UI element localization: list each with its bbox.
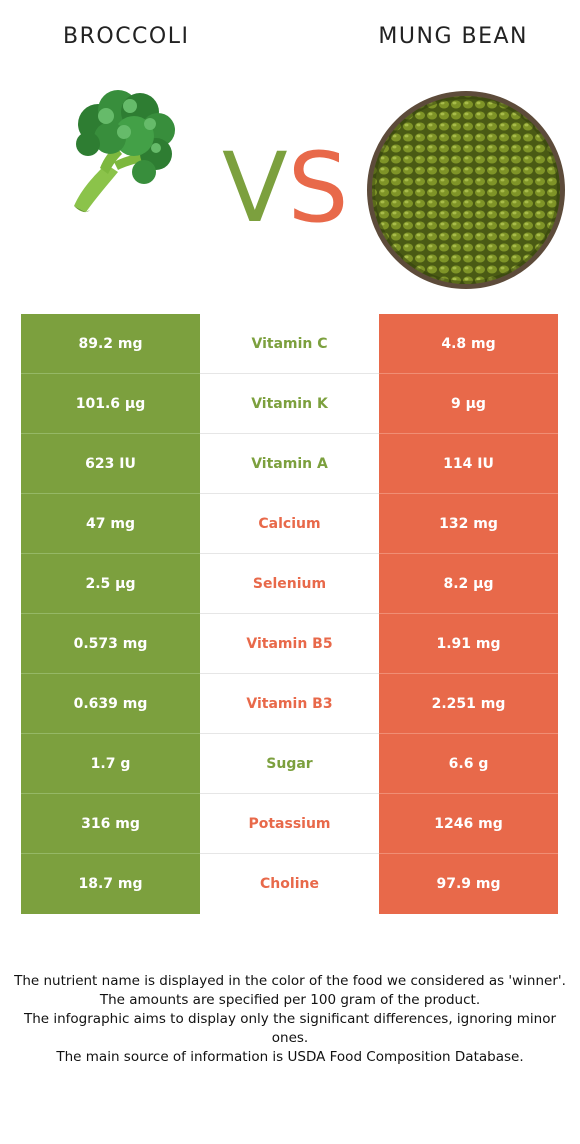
- nutrient-name: Vitamin B5: [200, 614, 379, 674]
- nutrient-name: Vitamin A: [200, 434, 379, 494]
- broccoli-icon: [74, 90, 175, 213]
- broccoli-value: 101.6 µg: [21, 374, 200, 434]
- table-row: 0.639 mg Vitamin B3 2.251 mg: [21, 674, 558, 734]
- right-food-title: MUNG BEAN: [378, 24, 528, 49]
- mung-bean-value: 97.9 mg: [379, 854, 558, 914]
- footnote-line: The main source of information is USDA F…: [56, 1049, 524, 1065]
- mung-bean-value: 4.8 mg: [379, 314, 558, 374]
- mung-bean-value: 1246 mg: [379, 794, 558, 854]
- table-row: 2.5 µg Selenium 8.2 µg: [21, 554, 558, 614]
- nutrient-name: Potassium: [200, 794, 379, 854]
- table-row: 316 mg Potassium 1246 mg: [21, 794, 558, 854]
- mung-bean-value: 9 µg: [379, 374, 558, 434]
- footnote-line: The amounts are specified per 100 gram o…: [99, 992, 481, 1008]
- vs-v-letter: V: [222, 132, 288, 244]
- broccoli-value: 47 mg: [21, 494, 200, 554]
- broccoli-value: 2.5 µg: [21, 554, 200, 614]
- broccoli-value: 623 IU: [21, 434, 200, 494]
- table-row: 1.7 g Sugar 6.6 g: [21, 734, 558, 794]
- left-food-title: BROCCOLI: [63, 24, 190, 49]
- footnote-line: The nutrient name is displayed in the co…: [14, 973, 566, 989]
- mung-bean-value: 2.251 mg: [379, 674, 558, 734]
- table-row: 18.7 mg Choline 97.9 mg: [21, 854, 558, 914]
- mung-bean-value: 8.2 µg: [379, 554, 558, 614]
- table-row: 0.573 mg Vitamin B5 1.91 mg: [21, 614, 558, 674]
- broccoli-value: 0.639 mg: [21, 674, 200, 734]
- mung-bean-bowl-icon: [367, 91, 565, 289]
- nutrient-name: Selenium: [200, 554, 379, 614]
- table-row: 89.2 mg Vitamin C 4.8 mg: [21, 314, 558, 374]
- table-row: 623 IU Vitamin A 114 IU: [21, 434, 558, 494]
- footnote: The nutrient name is displayed in the co…: [14, 972, 566, 1067]
- nutrient-name: Choline: [200, 854, 379, 914]
- nutrient-name: Vitamin K: [200, 374, 379, 434]
- mung-bean-value: 114 IU: [379, 434, 558, 494]
- broccoli-value: 89.2 mg: [21, 314, 200, 374]
- mung-bean-value: 1.91 mg: [379, 614, 558, 674]
- broccoli-value: 316 mg: [21, 794, 200, 854]
- nutrient-name: Sugar: [200, 734, 379, 794]
- nutrient-name: Calcium: [200, 494, 379, 554]
- vs-s-letter: S: [287, 132, 349, 244]
- footnote-line: The infographic aims to display only the…: [23, 1011, 557, 1046]
- table-row: 47 mg Calcium 132 mg: [21, 494, 558, 554]
- broccoli-value: 0.573 mg: [21, 614, 200, 674]
- broccoli-value: 1.7 g: [21, 734, 200, 794]
- nutrient-name: Vitamin B3: [200, 674, 379, 734]
- vs-label: VS: [222, 138, 352, 238]
- mung-bean-value: 6.6 g: [379, 734, 558, 794]
- nutrient-name: Vitamin C: [200, 314, 379, 374]
- mung-bean-value: 132 mg: [379, 494, 558, 554]
- broccoli-value: 18.7 mg: [21, 854, 200, 914]
